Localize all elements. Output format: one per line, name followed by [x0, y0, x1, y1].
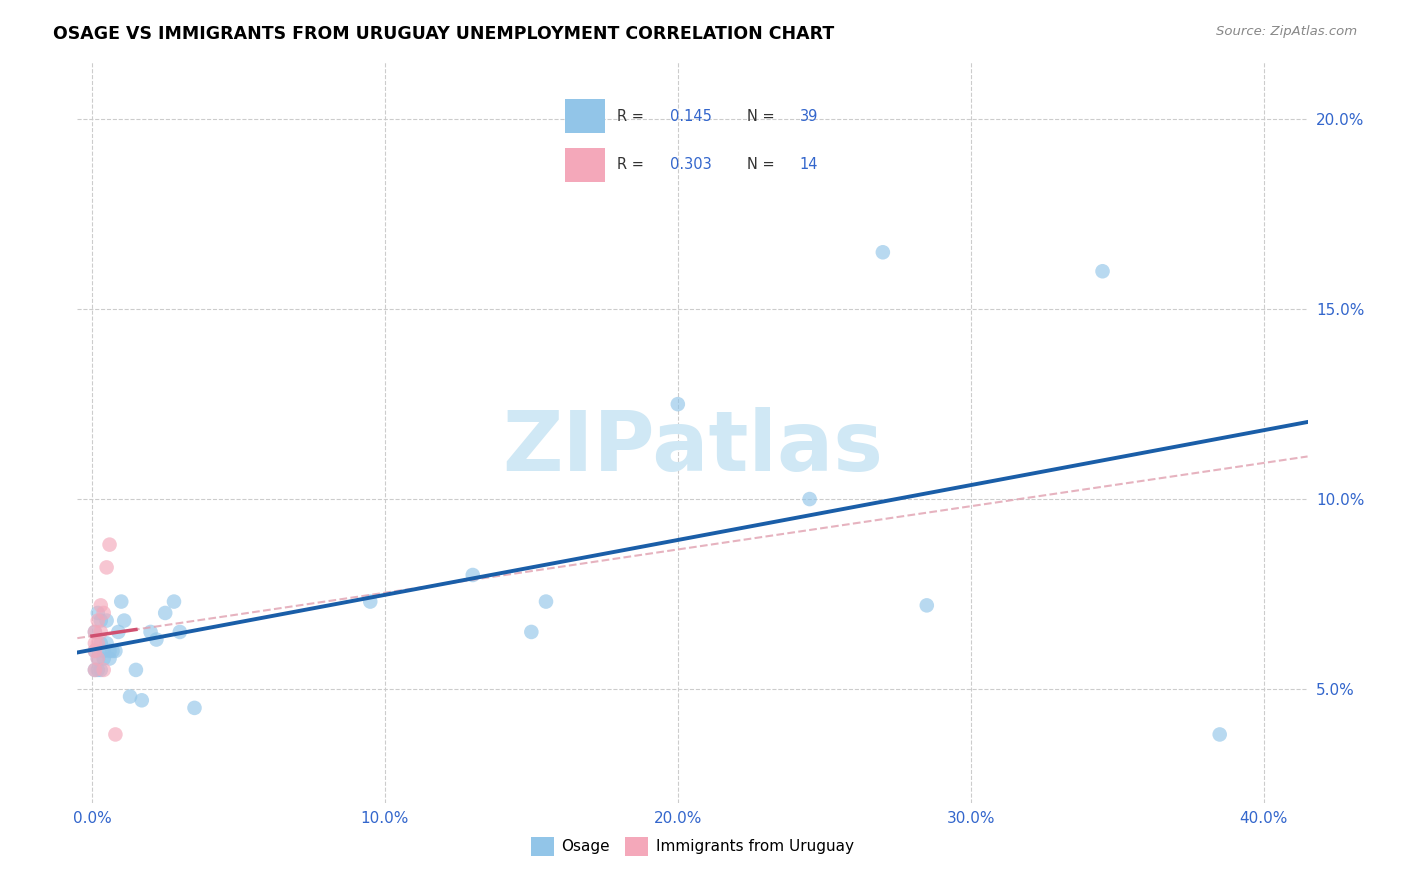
Point [87, 663, 110, 677]
Point [93, 644, 115, 658]
Point [101, 644, 124, 658]
Text: R =: R = [617, 110, 648, 124]
Point [87, 651, 110, 665]
Point [153, 606, 177, 620]
Text: 0.303: 0.303 [669, 157, 711, 171]
Point [1091, 264, 1114, 278]
Point [112, 614, 135, 628]
Point [87, 614, 110, 628]
Point [131, 693, 153, 707]
Point [872, 245, 894, 260]
Point [139, 624, 162, 639]
Point [120, 690, 141, 704]
Point [96, 560, 118, 574]
Text: 0.145: 0.145 [669, 110, 711, 124]
Point [915, 599, 938, 613]
Point [145, 632, 167, 647]
Point [90, 663, 112, 677]
FancyBboxPatch shape [565, 99, 605, 133]
Point [96, 636, 118, 650]
Text: N =: N = [747, 157, 779, 171]
Point [799, 491, 821, 506]
Point [98, 644, 121, 658]
Point [84, 624, 107, 639]
Point [90, 624, 112, 639]
Point [359, 594, 381, 608]
Point [90, 636, 112, 650]
Point [1209, 727, 1232, 741]
Text: 14: 14 [800, 157, 818, 171]
Point [534, 594, 557, 608]
Point [163, 594, 186, 608]
Text: Source: ZipAtlas.com: Source: ZipAtlas.com [1216, 25, 1357, 38]
Point [104, 644, 127, 658]
Point [520, 624, 543, 639]
Text: OSAGE VS IMMIGRANTS FROM URUGUAY UNEMPLOYMENT CORRELATION CHART: OSAGE VS IMMIGRANTS FROM URUGUAY UNEMPLO… [53, 25, 835, 43]
Point [666, 397, 689, 411]
Point [93, 606, 115, 620]
Point [84, 644, 107, 658]
Point [98, 651, 121, 665]
Legend: Osage, Immigrants from Uruguay: Osage, Immigrants from Uruguay [524, 831, 860, 862]
Point [98, 538, 121, 552]
FancyBboxPatch shape [565, 148, 605, 181]
Point [125, 663, 148, 677]
Text: N =: N = [747, 110, 779, 124]
Point [84, 624, 107, 639]
Point [104, 727, 127, 741]
Point [87, 651, 110, 665]
Point [93, 663, 115, 677]
Point [107, 624, 129, 639]
Point [90, 614, 112, 628]
Point [84, 636, 107, 650]
Point [169, 624, 191, 639]
Point [87, 606, 110, 620]
Point [84, 644, 107, 658]
Point [84, 663, 107, 677]
Text: ZIPatlas: ZIPatlas [502, 407, 883, 488]
Point [96, 614, 118, 628]
Point [110, 594, 132, 608]
Point [183, 701, 205, 715]
Point [87, 636, 110, 650]
Text: R =: R = [617, 157, 648, 171]
Point [84, 663, 107, 677]
Point [461, 568, 484, 582]
Point [90, 599, 112, 613]
Point [93, 651, 115, 665]
Text: 39: 39 [800, 110, 818, 124]
